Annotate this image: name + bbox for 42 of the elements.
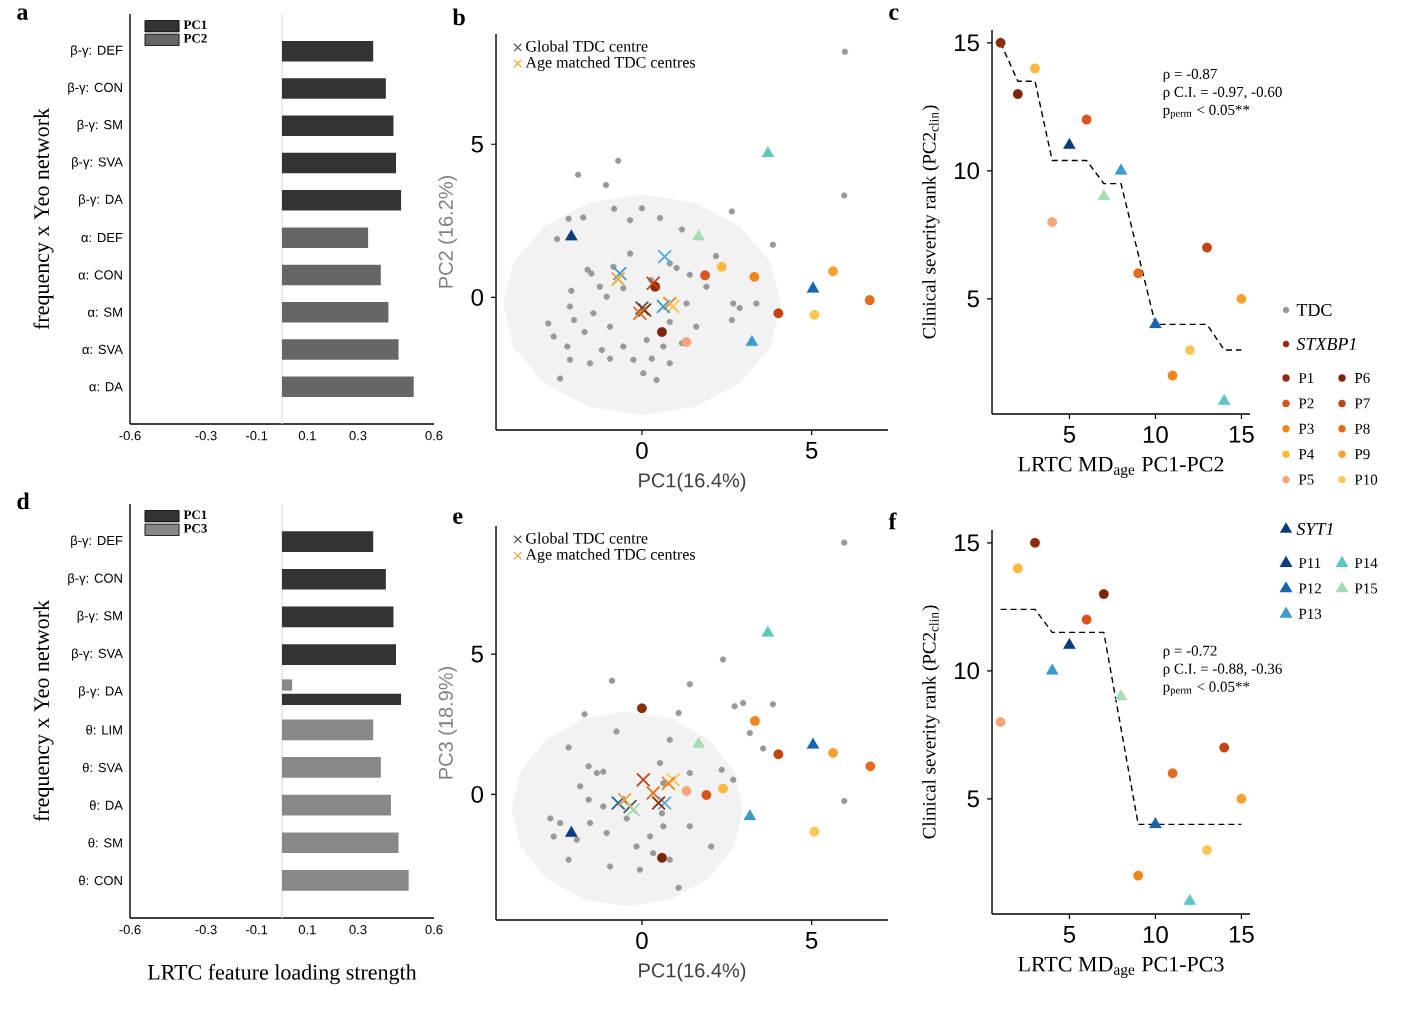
y-axis-title: Clinical severity rank (PC2$_{clin}$): [922, 605, 940, 839]
chart-title: b: [452, 8, 465, 26]
text: TDC: [1296, 303, 1332, 317]
x-tick-label: 5: [1063, 926, 1076, 943]
y-tick-label: 5: [967, 290, 979, 308]
y-tick-label: 15: [955, 534, 979, 552]
y-axis-title: frequency x Yeo network: [33, 108, 54, 330]
text: SYT1: [1296, 522, 1333, 536]
y-axis-title: PC3 (18.9%): [438, 667, 457, 779]
y-axis-title: frequency x Yeo network: [33, 600, 54, 822]
x-tick-label: 10: [1143, 926, 1168, 944]
chart-title: c: [889, 8, 899, 20]
chart-title: f: [888, 512, 897, 530]
y-axis-title: Clinical severity rank (PC2$_{clin}$): [922, 105, 940, 339]
x-axis-title: PC1(16.4%): [639, 962, 746, 982]
text: STXBP1: [1296, 337, 1356, 351]
x-tick-label: 5: [805, 932, 818, 949]
y-tick-label: 5: [967, 790, 979, 808]
x-axis-title: LRTC MD$_{age}$ PC1-PC3: [1018, 956, 1224, 978]
x-tick-label: 15: [1229, 426, 1254, 443]
chart-title: a: [17, 8, 29, 20]
x-tick-label: 5: [1063, 426, 1076, 443]
chart-title: e: [453, 512, 463, 524]
legend-label: Global TDC centre: [526, 532, 648, 544]
legend-label: Global TDC centre: [526, 40, 648, 52]
y-tick-label: 5: [471, 645, 483, 663]
chart-title: d: [17, 492, 30, 510]
y-tick-label: 10: [955, 662, 980, 680]
x-tick-label: 0: [636, 932, 648, 950]
y-tick-label: 5: [471, 135, 483, 153]
y-tick-label: 15: [955, 34, 979, 52]
x-tick-label: 15: [1229, 926, 1254, 943]
y-axis-title: PC2 (16.2%): [438, 176, 457, 288]
x-axis-title: LRTC MD$_{age}$ PC1-PC2: [1018, 456, 1224, 478]
y-tick-label: 0: [471, 288, 484, 306]
legend-label: Age matched TDC centres: [525, 548, 696, 564]
legend-label: Age matched TDC centres: [525, 56, 696, 72]
x-tick-label: 10: [1143, 426, 1168, 444]
x-axis-title: PC1(16.4%): [639, 472, 746, 492]
y-tick-label: 10: [955, 162, 980, 180]
y-tick-label: 0: [471, 785, 484, 803]
x-axis-title: LRTC feature loading strength: [147, 964, 417, 985]
